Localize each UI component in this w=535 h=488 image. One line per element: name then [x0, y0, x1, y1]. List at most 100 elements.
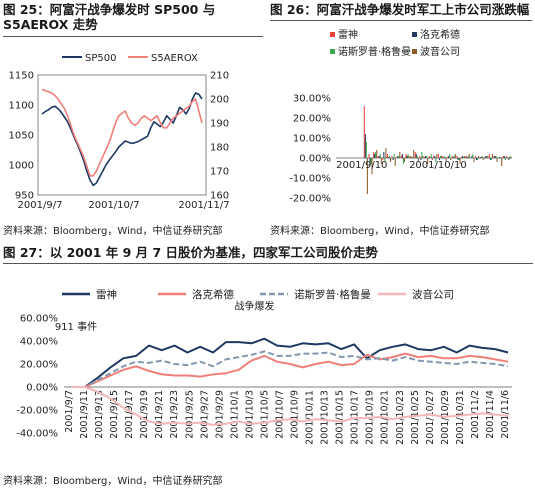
fig26-bar — [490, 158, 492, 160]
fig26-bar — [392, 158, 394, 160]
fig26-bar — [449, 154, 451, 158]
fig26-bar — [509, 156, 511, 158]
fig26-bar — [479, 157, 481, 158]
fig26-title: 图 26：阿富汗战争爆发时军工上市公司涨跌幅 — [270, 2, 530, 17]
fig27-x-tick-label: 2001/10/31 — [455, 390, 466, 445]
fig26-bar — [499, 157, 501, 158]
fig27-legend-label: 波音公司 — [412, 288, 454, 301]
fig26-bar — [467, 156, 469, 158]
fig25-y-right-tick-label: 200 — [210, 95, 229, 106]
fig27-x-tick-label: 2001/9/17 — [124, 390, 135, 439]
fig27-x-tick-label: 2001/10/11 — [305, 390, 316, 445]
fig26-bar — [447, 157, 449, 158]
fig26-bar — [486, 156, 488, 158]
fig25-y-right-tick-label: 210 — [210, 71, 229, 82]
fig26-y-tick-label: -10.00% — [289, 174, 331, 185]
fig25-legend-label: SP500 — [85, 53, 116, 64]
fig26-legend-swatch — [412, 32, 417, 37]
fig26-bar — [429, 157, 431, 158]
fig25-y-left-tick-label: 1150 — [9, 71, 34, 82]
fig26-bar — [452, 157, 454, 158]
fig27-x-tick-label: 2001/10/3 — [244, 390, 255, 439]
fig26-bar — [435, 158, 437, 162]
fig26-bar — [426, 156, 428, 158]
fig26-bar — [472, 154, 474, 158]
fig27-title-rule — [3, 263, 533, 264]
fig27-x-tick-label: 2001/9/27 — [199, 390, 210, 439]
fig26-chart: 30.00% 20.00% 10.00% 0.00% -10.00% -20.00% 200… — [289, 28, 512, 205]
fig26-bar — [385, 148, 387, 158]
fig27-x-tick-label: 2001/9/7 — [64, 390, 75, 433]
fig27-y-tick-label: 20.00% — [20, 360, 58, 371]
fig26-bar — [401, 154, 403, 158]
fig26-bar — [414, 152, 416, 158]
fig27-series-line — [72, 352, 509, 388]
fig26-bar — [466, 157, 468, 158]
fig26-legend-swatch — [330, 32, 335, 37]
fig26-bar — [500, 157, 502, 158]
fig26-bar — [475, 158, 478, 160]
fig27-x-tick-label: 2001/10/13 — [320, 390, 331, 445]
fig26-bar — [502, 156, 504, 158]
fig27-series-line — [72, 337, 509, 388]
fig26-bar — [468, 154, 470, 158]
fig25-y-right-tick-label: 170 — [210, 167, 229, 178]
fig27-legend-label: 雷神 — [96, 288, 117, 301]
fig25-x-tick-label: 2001/10/7 — [88, 200, 139, 211]
fig25-title-rule — [3, 36, 263, 37]
fig26-bar — [391, 156, 393, 158]
fig26-bar — [457, 158, 459, 160]
fig26-bar — [496, 158, 498, 162]
fig26-bar — [407, 154, 409, 158]
fig26-bar — [507, 157, 509, 158]
fig26-bar — [374, 154, 376, 158]
fig26-title-rule — [270, 20, 532, 21]
fig27-x-tick-label: 2001/9/29 — [214, 390, 225, 439]
fig26-source: 资料来源：Bloomberg，Wind，中信证券研究部 — [270, 226, 490, 237]
fig26-bar — [501, 158, 503, 166]
fig25-y-right-tick-label: 180 — [210, 143, 229, 154]
fig26-bar — [458, 158, 460, 160]
fig26-bar — [415, 154, 417, 158]
fig26-bar — [383, 152, 385, 158]
fig26-bar — [375, 152, 377, 158]
fig26-bar — [434, 156, 436, 158]
fig26-bar — [480, 157, 482, 158]
fig26-y-tick-label: 20.00% — [293, 114, 331, 125]
fig26-bar — [456, 156, 458, 158]
fig26-bar — [473, 158, 475, 162]
fig25-x-tick-label: 2001/9/7 — [18, 200, 63, 211]
fig26-bar — [442, 156, 444, 158]
fig26-bar — [382, 158, 384, 160]
fig26-bar — [451, 156, 453, 158]
fig27-y-tick-label: 0.00% — [26, 383, 58, 394]
fig26-bar — [439, 156, 441, 158]
fig26-bar — [437, 154, 439, 158]
fig26-legend-swatch — [412, 49, 417, 54]
fig27-x-tick-label: 2001/9/13 — [94, 390, 105, 439]
fig27-annotation: 战争爆发 — [234, 300, 274, 313]
fig26-y-tick-label: 10.00% — [293, 134, 331, 145]
fig26-legend-swatch — [330, 49, 335, 54]
fig26-bar — [377, 156, 379, 158]
fig26-bar — [419, 156, 421, 158]
fig26-bar — [481, 156, 483, 158]
fig26-bar — [433, 156, 435, 158]
fig26-bar — [364, 134, 366, 158]
fig26-bar — [422, 156, 424, 158]
fig26-bar — [459, 158, 461, 164]
fig26-bar — [410, 156, 412, 158]
fig26-bar — [491, 154, 493, 158]
fig26-bar — [495, 156, 497, 158]
fig26-bar — [363, 106, 365, 158]
fig26-bar — [394, 158, 396, 166]
fig26-bar — [396, 157, 398, 158]
fig26-bar — [402, 158, 404, 164]
fig26-bar — [471, 156, 473, 158]
fig26-bar — [510, 157, 512, 158]
fig26-bar — [416, 156, 418, 158]
fig26-bar — [450, 158, 452, 160]
fig27-legend-label: 洛克希德 — [192, 288, 234, 301]
fig27-y-tick-label: -20.00% — [16, 406, 58, 417]
fig26-bar — [427, 158, 429, 164]
